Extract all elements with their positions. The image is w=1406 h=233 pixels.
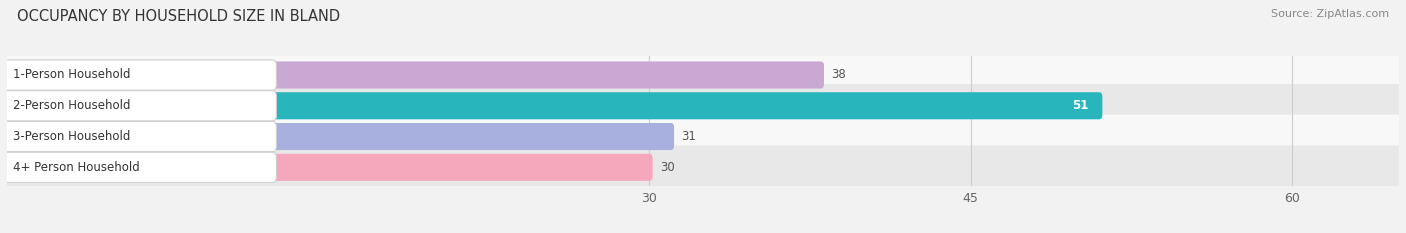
Text: 1-Person Household: 1-Person Household: [14, 69, 131, 82]
FancyBboxPatch shape: [4, 154, 652, 181]
Text: 2-Person Household: 2-Person Household: [14, 99, 131, 112]
Text: 31: 31: [682, 130, 696, 143]
Text: 3-Person Household: 3-Person Household: [14, 130, 131, 143]
FancyBboxPatch shape: [1, 152, 277, 182]
Text: 30: 30: [661, 161, 675, 174]
FancyBboxPatch shape: [4, 92, 1102, 119]
FancyBboxPatch shape: [4, 123, 673, 150]
FancyBboxPatch shape: [1, 91, 277, 121]
Text: 4+ Person Household: 4+ Person Household: [14, 161, 141, 174]
FancyBboxPatch shape: [0, 53, 1406, 97]
Text: 38: 38: [831, 69, 846, 82]
FancyBboxPatch shape: [1, 60, 277, 90]
FancyBboxPatch shape: [0, 115, 1406, 158]
Text: Source: ZipAtlas.com: Source: ZipAtlas.com: [1271, 9, 1389, 19]
FancyBboxPatch shape: [1, 121, 277, 152]
FancyBboxPatch shape: [0, 145, 1406, 189]
Text: OCCUPANCY BY HOUSEHOLD SIZE IN BLAND: OCCUPANCY BY HOUSEHOLD SIZE IN BLAND: [17, 9, 340, 24]
Text: 51: 51: [1073, 99, 1088, 112]
FancyBboxPatch shape: [4, 62, 824, 89]
FancyBboxPatch shape: [0, 84, 1406, 128]
